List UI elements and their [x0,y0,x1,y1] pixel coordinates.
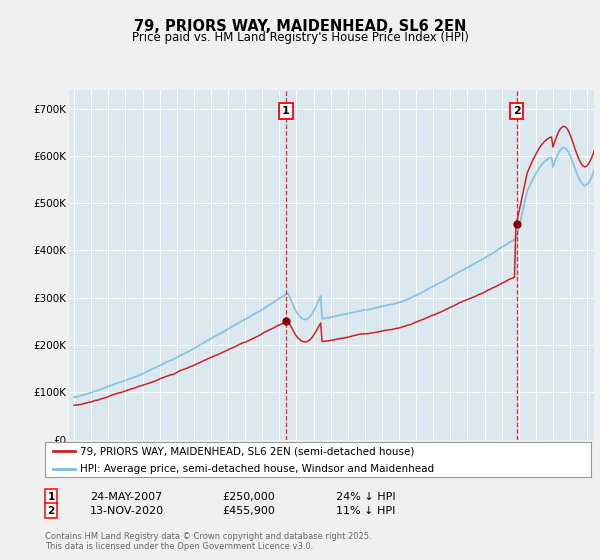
Text: 79, PRIORS WAY, MAIDENHEAD, SL6 2EN: 79, PRIORS WAY, MAIDENHEAD, SL6 2EN [134,19,466,34]
Text: 24-MAY-2007: 24-MAY-2007 [90,492,162,502]
Text: Contains HM Land Registry data © Crown copyright and database right 2025.
This d: Contains HM Land Registry data © Crown c… [45,532,371,551]
Text: 2: 2 [512,106,520,116]
Text: 79, PRIORS WAY, MAIDENHEAD, SL6 2EN (semi-detached house): 79, PRIORS WAY, MAIDENHEAD, SL6 2EN (sem… [80,446,415,456]
Text: 1: 1 [47,492,55,502]
Text: HPI: Average price, semi-detached house, Windsor and Maidenhead: HPI: Average price, semi-detached house,… [80,464,434,474]
Text: £455,900: £455,900 [222,506,275,516]
Text: 1: 1 [282,106,290,116]
Text: Price paid vs. HM Land Registry's House Price Index (HPI): Price paid vs. HM Land Registry's House … [131,31,469,44]
Text: 11% ↓ HPI: 11% ↓ HPI [336,506,395,516]
Text: 24% ↓ HPI: 24% ↓ HPI [336,492,395,502]
Text: 2: 2 [47,506,55,516]
Text: 13-NOV-2020: 13-NOV-2020 [90,506,164,516]
Text: £250,000: £250,000 [222,492,275,502]
